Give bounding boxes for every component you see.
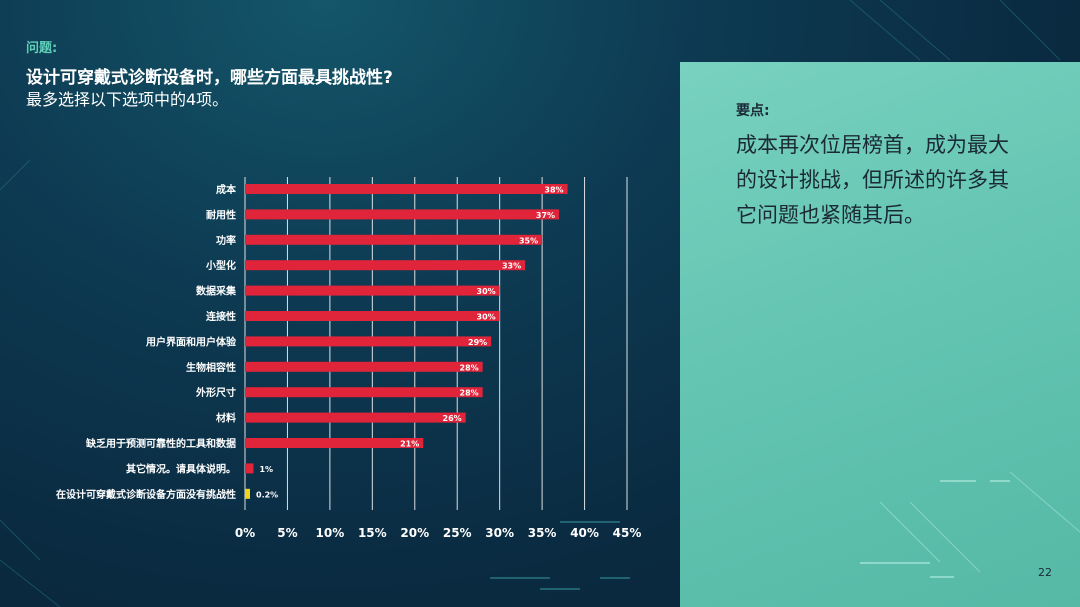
x-tick-label: 45% bbox=[613, 526, 642, 540]
bar bbox=[245, 285, 500, 296]
x-tick-label: 10% bbox=[316, 526, 345, 540]
data-label: 28% bbox=[460, 363, 479, 372]
category-label: 用户界面和用户体验 bbox=[145, 335, 237, 348]
category-label: 成本 bbox=[216, 183, 237, 196]
category-label: 材料 bbox=[216, 412, 236, 425]
x-tick-label: 35% bbox=[528, 526, 557, 540]
category-label: 其它情况。请具体说明。 bbox=[126, 462, 236, 475]
page-number: 22 bbox=[1038, 566, 1052, 579]
data-label: 28% bbox=[460, 389, 479, 398]
bar bbox=[245, 438, 424, 448]
bar bbox=[245, 311, 500, 321]
key-points-panel: 要点: 成本再次位居榜首，成为最大的设计挑战，但所述的许多其它问题也紧随其后。 … bbox=[680, 62, 1080, 607]
x-tick-label: 5% bbox=[277, 526, 297, 540]
data-label: 37% bbox=[536, 211, 555, 220]
category-label: 生物相容性 bbox=[186, 361, 236, 374]
bar bbox=[245, 184, 568, 194]
x-tick-label: 15% bbox=[358, 526, 387, 540]
data-label: 26% bbox=[443, 414, 462, 423]
bar bbox=[245, 336, 492, 347]
key-points-label: 要点: bbox=[736, 103, 770, 119]
bar bbox=[245, 488, 250, 499]
key-points-text: 成本再次位居榜首，成为最大的设计挑战，但所述的许多其它问题也紧随其后。 bbox=[736, 133, 1009, 227]
x-tick-label: 25% bbox=[443, 526, 472, 540]
question-label: 问题: bbox=[26, 41, 58, 56]
category-label: 外形尺寸 bbox=[195, 386, 236, 399]
x-tick-label: 30% bbox=[485, 526, 514, 540]
category-label: 数据采集 bbox=[196, 285, 237, 298]
question-title: 设计可穿戴式诊断设备时，哪些方面最具挑战性? bbox=[26, 68, 393, 88]
data-label: 38% bbox=[544, 186, 563, 195]
category-label: 耐用性 bbox=[206, 208, 236, 221]
panel-decoration bbox=[860, 471, 1080, 578]
bar bbox=[245, 260, 526, 271]
data-label: 35% bbox=[519, 236, 538, 245]
data-label: 0.2% bbox=[256, 490, 278, 499]
bar bbox=[245, 387, 483, 398]
data-label: 1% bbox=[259, 465, 273, 474]
x-tick-label: 40% bbox=[570, 526, 599, 540]
question-instruction: 最多选择以下选项中的4项。 bbox=[26, 90, 229, 109]
category-label: 连接性 bbox=[206, 310, 236, 323]
data-label: 33% bbox=[502, 262, 521, 271]
data-label: 30% bbox=[477, 287, 496, 296]
bar bbox=[245, 209, 560, 220]
bar bbox=[245, 234, 543, 245]
x-tick-label: 0% bbox=[235, 526, 255, 540]
bar-chart: 0% 5% 10% 15% 20% 25% 30% 35% 40% 45% 成本 38% 耐用性 37% 功… bbox=[56, 183, 642, 540]
category-label: 缺乏用于预测可靠性的工具和数据 bbox=[85, 437, 236, 450]
bar bbox=[245, 361, 483, 372]
bar bbox=[245, 463, 254, 474]
category-label: 小型化 bbox=[205, 259, 236, 272]
x-tick-label: 20% bbox=[400, 526, 429, 540]
category-label: 在设计可穿戴式诊断设备方面没有挑战性 bbox=[56, 488, 236, 501]
data-label: 30% bbox=[477, 313, 496, 322]
data-label: 21% bbox=[400, 440, 419, 449]
bar bbox=[245, 412, 466, 423]
data-label: 29% bbox=[468, 338, 487, 347]
category-label: 功率 bbox=[216, 234, 236, 247]
